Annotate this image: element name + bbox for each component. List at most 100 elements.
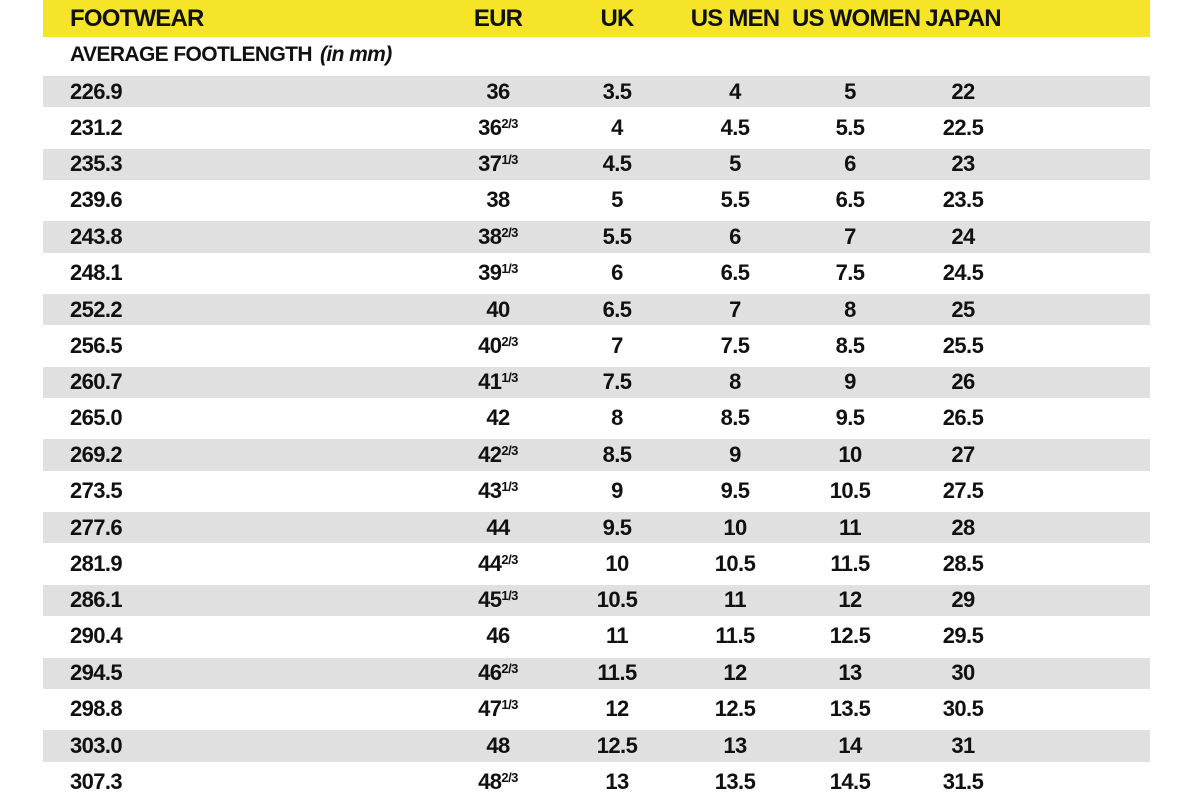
- cell-eur: 402/3: [478, 332, 518, 358]
- fraction-superscript: 2/3: [501, 443, 518, 459]
- cell-uk: 7: [611, 332, 623, 358]
- cell-japan: 27: [951, 442, 975, 468]
- cell-us-women: 5: [844, 78, 856, 104]
- cell-us-women: 9: [844, 369, 856, 395]
- cell-eur: 36: [486, 78, 510, 104]
- table-row: 286.1 451/3 10.5 11 12 29: [43, 582, 1150, 618]
- table-row: 260.7 411/3 7.5 8 9 26: [43, 364, 1150, 400]
- table-row: 303.0 48 12.5 13 14 31: [43, 727, 1150, 763]
- fraction-superscript: 2/3: [501, 115, 518, 131]
- cell-japan: 31.5: [942, 768, 984, 794]
- table-header-row: FOOTWEAR EUR UK US MEN US WOMEN JAPAN: [43, 0, 1150, 37]
- cell-us-men: 4: [729, 78, 741, 104]
- table-row: 294.5 462/3 11.5 12 13 30: [43, 655, 1150, 691]
- cell-eur: 46: [486, 623, 510, 649]
- cell-us-women: 11.5: [830, 550, 870, 576]
- cell-uk: 11.5: [597, 660, 637, 686]
- cell-uk: 4: [611, 114, 623, 140]
- cell-footlength: 260.7: [70, 369, 123, 395]
- cell-uk: 6: [611, 259, 623, 285]
- cell-uk: 4.5: [602, 151, 632, 177]
- cell-eur: 471/3: [478, 696, 518, 722]
- cell-footlength: 286.1: [70, 587, 123, 613]
- cell-us-women: 14: [838, 732, 862, 758]
- cell-japan: 22: [951, 78, 975, 104]
- cell-footlength: 307.3: [70, 768, 123, 794]
- cell-japan: 29.5: [942, 623, 984, 649]
- fraction-superscript: 2/3: [501, 225, 518, 241]
- cell-us-women: 10: [838, 442, 862, 468]
- cell-us-men: 7: [729, 296, 741, 322]
- fraction-superscript: 1/3: [501, 478, 518, 494]
- cell-japan: 31: [951, 732, 975, 758]
- cell-eur: 371/3: [478, 151, 518, 177]
- column-header-japan: JAPAN: [925, 4, 1001, 32]
- cell-japan: 27.5: [942, 477, 984, 503]
- cell-us-women: 12: [838, 587, 862, 613]
- cell-footlength: 239.6: [70, 187, 123, 213]
- table-row: 307.3 482/3 13 13.5 14.5 31.5: [43, 764, 1150, 800]
- cell-us-men: 12: [723, 660, 747, 686]
- cell-us-women: 7: [844, 224, 856, 250]
- cell-uk: 9: [611, 477, 623, 503]
- cell-uk: 11: [605, 623, 629, 649]
- subheader-label: AVERAGE FOOTLENGTH: [70, 43, 313, 66]
- subheader-note: (in mm): [319, 43, 392, 66]
- cell-eur: 362/3: [478, 114, 518, 140]
- cell-eur: 48: [486, 732, 510, 758]
- cell-footlength: 248.1: [70, 259, 123, 285]
- cell-us-men: 8.5: [720, 405, 750, 431]
- fraction-superscript: 1/3: [501, 152, 518, 168]
- cell-uk: 8: [611, 405, 623, 431]
- cell-uk: 8.5: [602, 442, 632, 468]
- cell-eur: 42: [486, 405, 510, 431]
- cell-eur: 40: [486, 296, 510, 322]
- table-row: 269.2 422/3 8.5 9 10 27: [43, 436, 1150, 472]
- cell-eur: 38: [486, 187, 510, 213]
- cell-eur: 431/3: [478, 477, 518, 503]
- subheader-cell: AVERAGE FOOTLENGTH (in mm): [43, 43, 440, 67]
- table-row: 256.5 402/3 7 7.5 8.5 25.5: [43, 327, 1150, 363]
- fraction-superscript: 2/3: [501, 551, 518, 567]
- cell-japan: 30.5: [942, 696, 984, 722]
- cell-footlength: 231.2: [70, 114, 123, 140]
- cell-eur: 382/3: [478, 224, 518, 250]
- cell-eur: 391/3: [478, 259, 518, 285]
- cell-us-men: 9: [729, 442, 741, 468]
- table-row: 290.4 46 11 11.5 12.5 29.5: [43, 618, 1150, 654]
- table-row: 239.6 38 5 5.5 6.5 23.5: [43, 182, 1150, 218]
- cell-us-men: 12.5: [714, 696, 756, 722]
- cell-us-men: 6: [729, 224, 741, 250]
- table-row: 298.8 471/3 12 12.5 13.5 30.5: [43, 691, 1150, 727]
- table-row: 248.1 391/3 6 6.5 7.5 24.5: [43, 255, 1150, 291]
- table-row: 226.9 36 3.5 4 5 22: [43, 73, 1150, 109]
- cell-us-women: 7.5: [835, 259, 865, 285]
- cell-us-women: 13: [838, 660, 862, 686]
- cell-japan: 25: [951, 296, 975, 322]
- cell-footlength: 256.5: [70, 332, 123, 358]
- table-row: 252.2 40 6.5 7 8 25: [43, 291, 1150, 327]
- cell-footlength: 303.0: [70, 732, 123, 758]
- column-header-us-women: US WOMEN: [792, 4, 921, 32]
- table-row: 281.9 442/3 10 10.5 11.5 28.5: [43, 545, 1150, 581]
- fraction-superscript: 2/3: [501, 661, 518, 677]
- cell-eur: 451/3: [478, 587, 518, 613]
- column-header-us-men: US MEN: [690, 4, 780, 32]
- cell-us-women: 6: [844, 151, 856, 177]
- cell-uk: 6.5: [602, 296, 632, 322]
- cell-japan: 29: [951, 587, 975, 613]
- fraction-superscript: 1/3: [501, 370, 518, 386]
- size-chart-table: FOOTWEAR EUR UK US MEN US WOMEN JAPAN AV…: [43, 0, 1150, 800]
- cell-us-women: 14.5: [829, 768, 871, 794]
- cell-us-men: 4.5: [720, 114, 750, 140]
- cell-japan: 30: [951, 660, 975, 686]
- cell-japan: 22.5: [942, 114, 984, 140]
- cell-japan: 26.5: [942, 405, 984, 431]
- cell-footlength: 226.9: [70, 78, 123, 104]
- cell-uk: 10.5: [596, 587, 638, 613]
- cell-footlength: 265.0: [70, 405, 123, 431]
- cell-us-women: 12.5: [829, 623, 871, 649]
- cell-us-men: 10: [723, 514, 747, 540]
- cell-us-women: 11: [838, 514, 862, 540]
- fraction-superscript: 1/3: [501, 697, 518, 713]
